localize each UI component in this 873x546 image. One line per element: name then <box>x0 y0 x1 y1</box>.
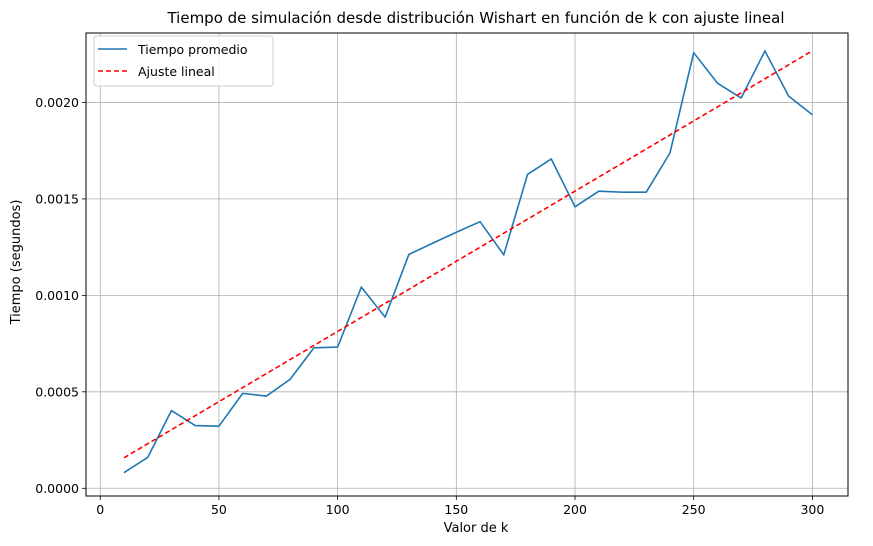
legend-frame <box>93 35 274 87</box>
x-tick-label: 100 <box>326 502 350 517</box>
chart-title: Tiempo de simulación desde distribución … <box>166 9 784 27</box>
x-tick-label: 250 <box>682 502 706 517</box>
series-layer <box>123 50 813 474</box>
x-tick-label: 50 <box>211 502 227 517</box>
x-tick-label: 300 <box>800 502 824 517</box>
series-line-tiempo-promedio <box>123 50 813 474</box>
plot-frame <box>85 32 849 497</box>
grid <box>86 33 848 496</box>
series-line-ajuste-lineal <box>123 50 813 459</box>
y-tick-label: 0.0020 <box>35 95 79 110</box>
ticks: 0 50 100 150 200 250 300 0.0000 0.0005 0.0010 0.00… <box>35 95 824 517</box>
y-tick-label: 0.0010 <box>35 288 79 303</box>
legend: Tiempo promedio Ajuste lineal <box>93 35 274 87</box>
x-tick-label: 200 <box>563 502 587 517</box>
y-tick-label: 0.0015 <box>35 191 79 206</box>
y-tick-label: 0.0000 <box>35 481 79 496</box>
x-tick-label: 150 <box>444 502 468 517</box>
legend-label-ajuste-lineal: Ajuste lineal <box>138 64 215 79</box>
y-axis-label: Tiempo (segundos) <box>9 200 24 326</box>
x-axis-label: Valor de k <box>444 521 509 536</box>
legend-label-tiempo-promedio: Tiempo promedio <box>137 42 248 57</box>
y-tick-label: 0.0005 <box>35 384 79 399</box>
x-tick-label: 0 <box>96 502 104 517</box>
